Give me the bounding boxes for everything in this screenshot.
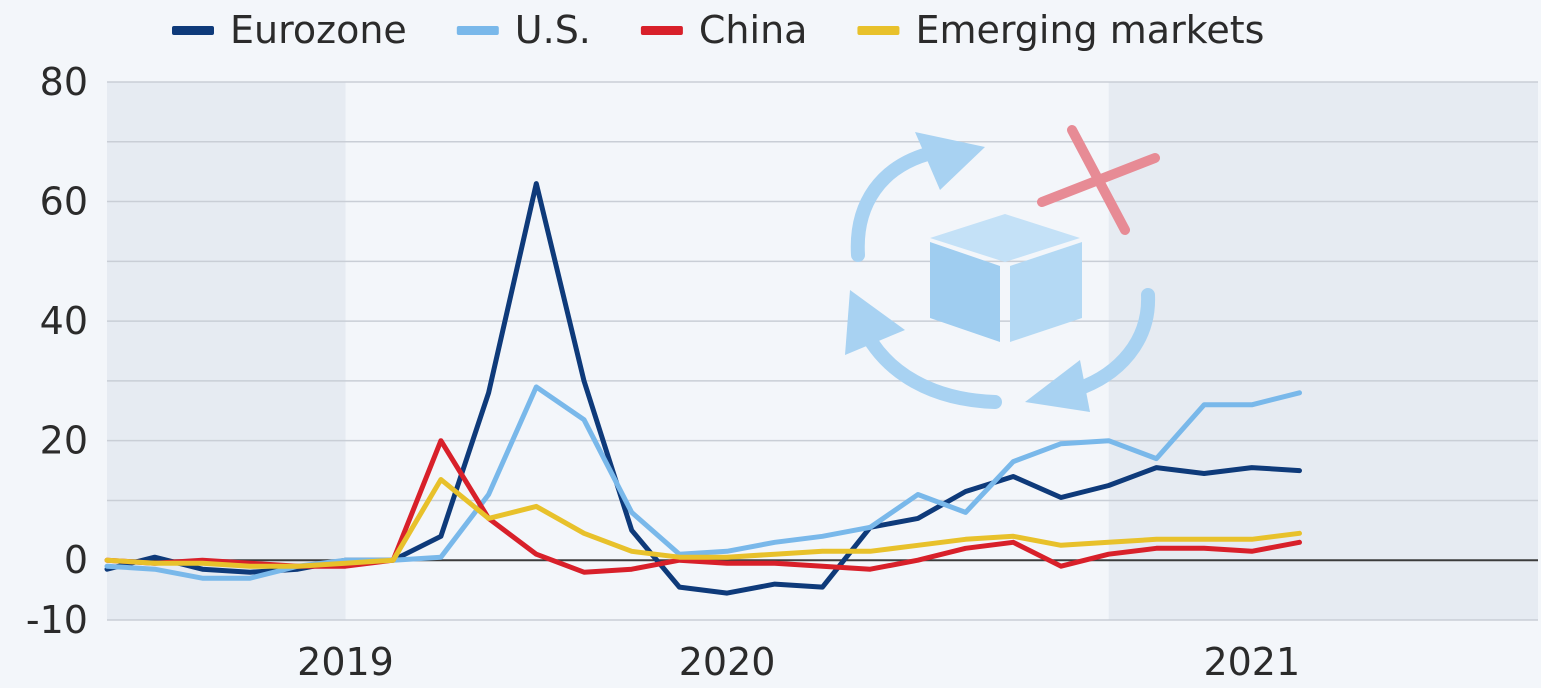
y-tick-label: 60	[40, 180, 88, 224]
arrow-top-left	[850, 145, 942, 262]
y-tick-label: 20	[40, 419, 88, 463]
shaded-period	[1108, 82, 1538, 620]
gridlines	[107, 81, 1538, 621]
legend-item: Emerging markets	[857, 8, 1264, 52]
y-tick-label: 0	[64, 538, 88, 582]
box-left	[930, 242, 1000, 342]
shaded-period	[107, 82, 346, 620]
box-icon	[930, 214, 1082, 342]
arrow-right-head	[1025, 360, 1090, 412]
supply-chain-illustration	[845, 125, 1160, 412]
legend-item: U.S.	[456, 8, 591, 52]
y-tick-label: 80	[40, 60, 88, 104]
box-top	[930, 214, 1080, 262]
y-axis-ticks: -10 0 20 40 60 80	[26, 60, 88, 642]
legend-item: Eurozone	[172, 8, 407, 52]
arrow-right	[1068, 288, 1156, 397]
x-year-label: 2020	[679, 640, 776, 684]
legend-swatch	[640, 26, 683, 35]
legend-label: Eurozone	[230, 8, 407, 52]
legend-label: Emerging markets	[915, 8, 1264, 52]
y-tick-label: 40	[40, 299, 88, 343]
box-right	[1010, 242, 1082, 342]
legend: Eurozone U.S. China Emerging markets	[172, 8, 1264, 52]
arrow-top-left-head	[915, 132, 985, 190]
arrow-bottom-left-head	[845, 290, 905, 355]
legend-swatch	[172, 26, 214, 35]
x-year-label: 2019	[297, 640, 394, 684]
recycle-arrows-icon	[845, 132, 1156, 412]
legend-swatch	[456, 26, 499, 35]
legend-label: U.S.	[515, 8, 591, 52]
cross-icon	[1037, 125, 1160, 235]
legend-swatch	[857, 26, 900, 35]
x-axis-year-labels: 2019 2020 2021	[297, 640, 1300, 684]
shaded-periods	[107, 82, 1538, 620]
legend-item: China	[640, 8, 808, 52]
legend-label: China	[699, 8, 808, 52]
series-line-emerging-markets	[104, 477, 1302, 569]
y-tick-label: -10	[26, 598, 88, 642]
x-year-label: 2021	[1203, 640, 1300, 684]
series-lines	[104, 181, 1302, 596]
